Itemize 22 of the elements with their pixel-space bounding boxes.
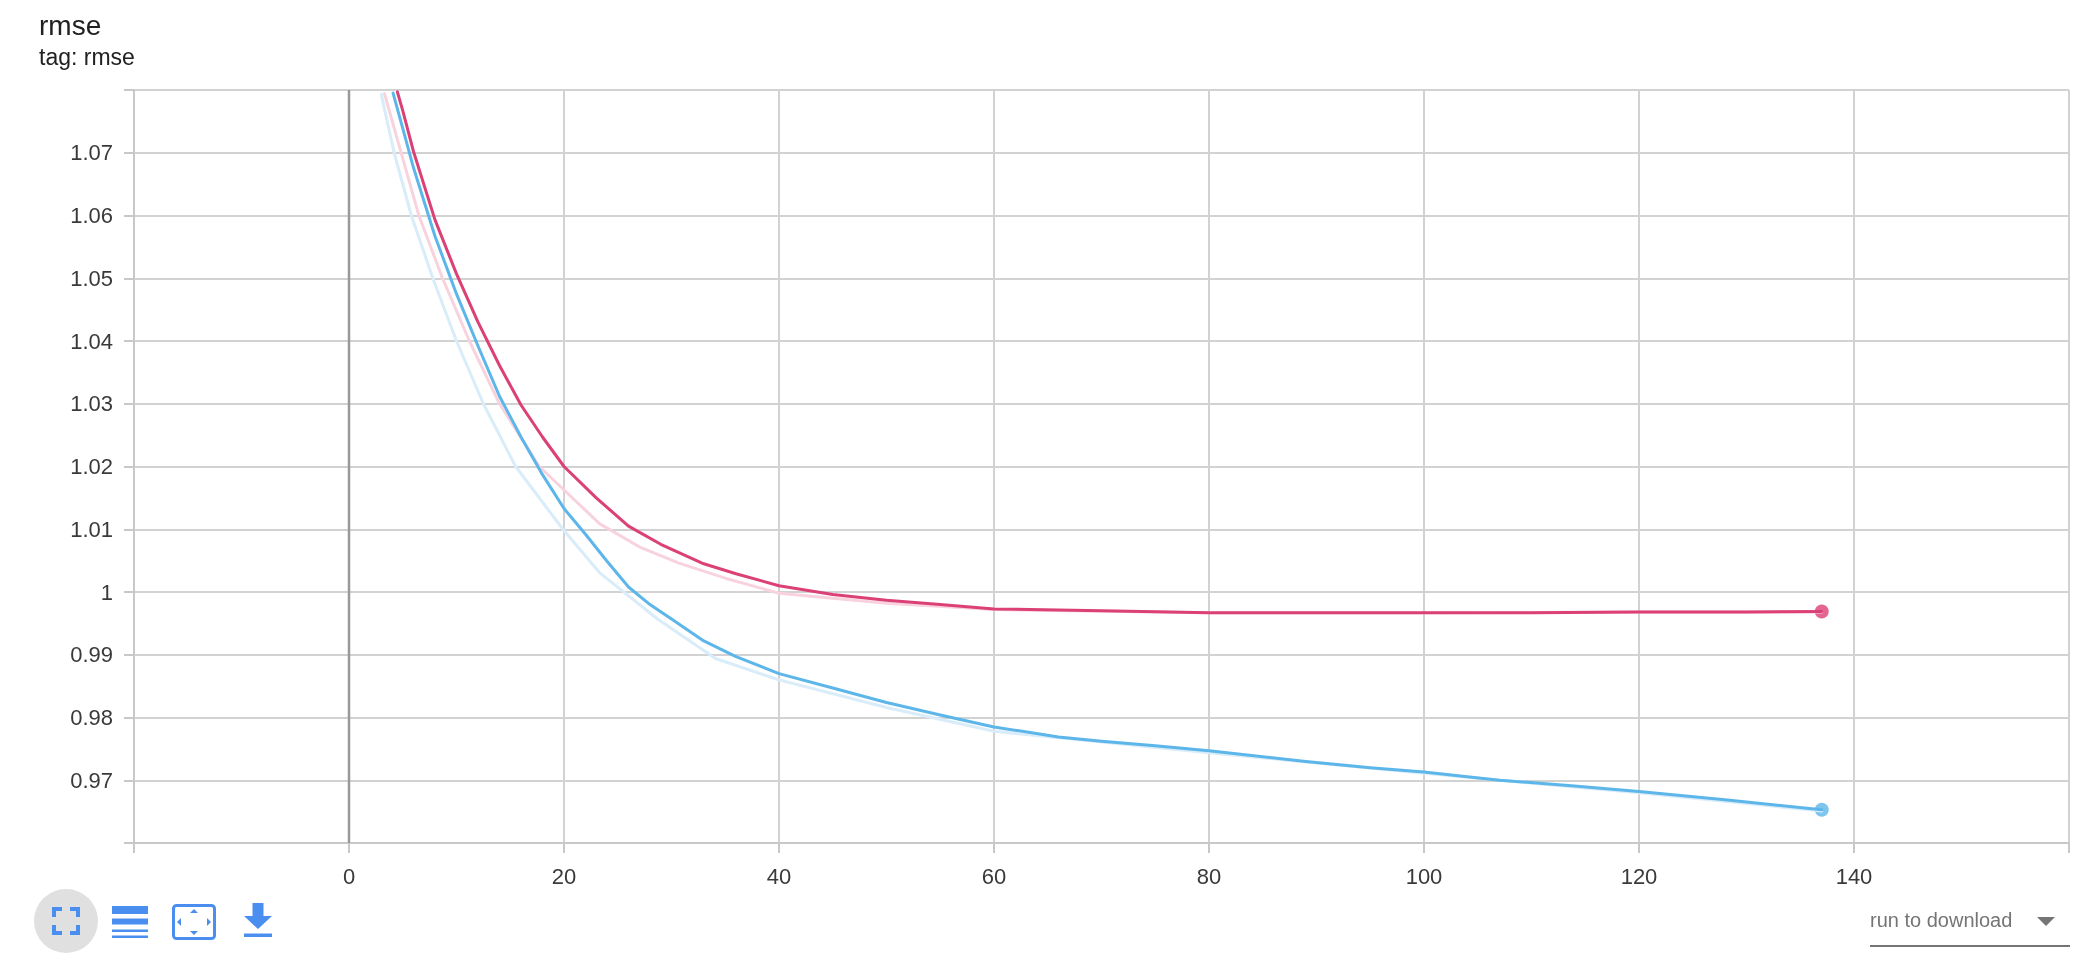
x-tick-label: 80 xyxy=(1196,863,1222,889)
x-tick-label: 140 xyxy=(1835,863,1873,889)
x-tick-label: 120 xyxy=(1620,863,1658,889)
x-tick-label: 100 xyxy=(1405,863,1443,889)
x-tick-label: 60 xyxy=(981,863,1007,889)
y-tick-label: 1.03 xyxy=(70,391,113,417)
y-tick-label: 1.07 xyxy=(70,140,113,166)
chart-subtitle: tag: rmse xyxy=(39,43,135,70)
y-tick-label: 0.98 xyxy=(70,705,113,730)
chart-title: rmse xyxy=(39,9,102,41)
select-field: run to download xyxy=(1870,904,2070,947)
x-tick-label: 20 xyxy=(551,863,577,889)
x-tick-label: 40 xyxy=(766,863,792,889)
y-tick-label: 1.05 xyxy=(70,265,113,291)
x-tick-label: 0 xyxy=(342,863,356,889)
y-tick-label: 1.01 xyxy=(70,516,113,542)
y-tick-label: 1.04 xyxy=(70,328,113,354)
y-tick-label: 1.02 xyxy=(70,454,113,479)
y-tick-label: 1 xyxy=(100,579,113,605)
y-tick-label: 1.06 xyxy=(70,203,113,228)
y-tick-label: 0.99 xyxy=(70,642,113,668)
y-tick-label: 0.97 xyxy=(70,767,113,793)
